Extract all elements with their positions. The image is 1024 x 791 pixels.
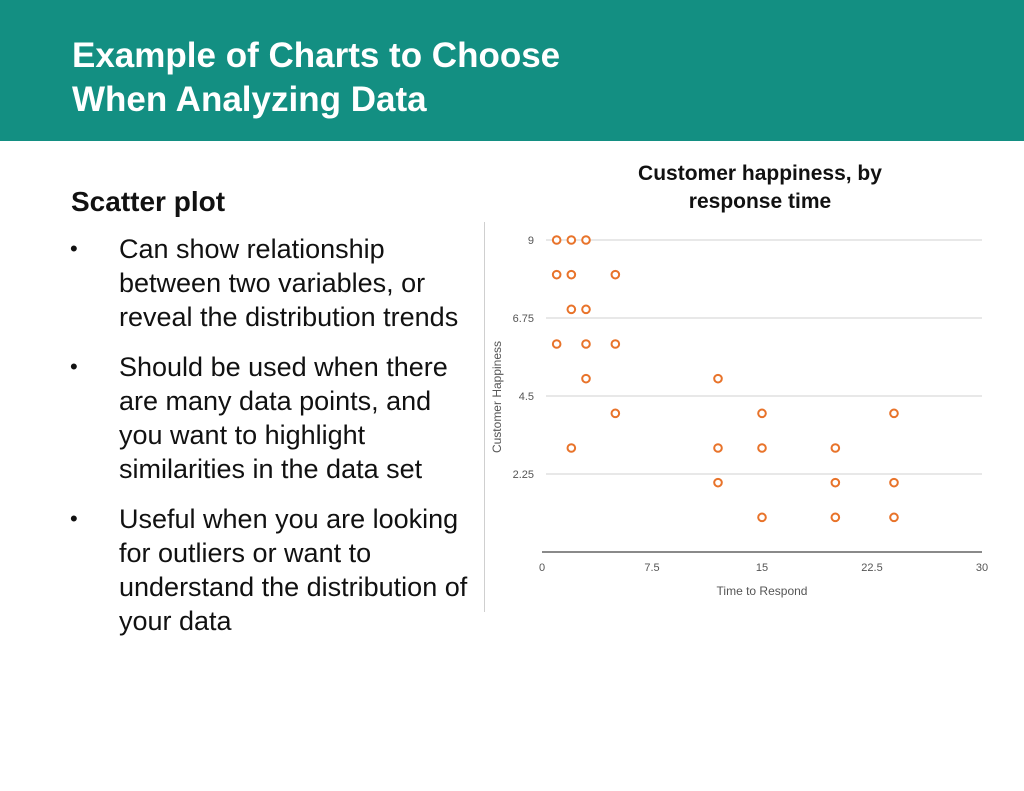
x-tick-label: 15 bbox=[756, 562, 768, 574]
bullet-item: • Should be used when there are many dat… bbox=[70, 350, 470, 486]
data-point bbox=[581, 339, 591, 349]
data-point bbox=[551, 269, 562, 280]
data-point bbox=[581, 373, 591, 384]
data-point bbox=[757, 443, 767, 453]
data-point bbox=[551, 339, 562, 349]
chart-title-line-2: response time bbox=[688, 190, 832, 213]
y-axis-label: Customer Happiness bbox=[490, 341, 504, 453]
data-point bbox=[610, 408, 621, 419]
data-point bbox=[551, 235, 562, 245]
data-point bbox=[581, 235, 591, 245]
chart-title-line-1: Customer happiness, by bbox=[638, 162, 882, 185]
y-tick-label: 2.25 bbox=[513, 469, 534, 481]
y-tick-label: 9 bbox=[528, 235, 534, 247]
data-point bbox=[830, 443, 841, 453]
data-point bbox=[713, 443, 723, 453]
data-point bbox=[610, 269, 621, 280]
y-tick-labels: 2.25 4.5 6.75 9 bbox=[513, 235, 534, 481]
data-point bbox=[713, 477, 723, 488]
data-point bbox=[889, 408, 899, 419]
data-point bbox=[566, 443, 577, 453]
grid-lines bbox=[546, 239, 982, 475]
bullet-list: • Can show relationship between two vari… bbox=[70, 232, 470, 654]
data-point bbox=[830, 477, 841, 488]
data-point bbox=[581, 304, 591, 315]
data-points bbox=[551, 235, 899, 523]
vertical-divider bbox=[484, 222, 485, 612]
x-tick-label: 7.5 bbox=[644, 562, 659, 574]
bullet-marker: • bbox=[70, 506, 78, 531]
data-point bbox=[889, 477, 899, 488]
page-title: Example of Charts to Choose When Analyzi… bbox=[72, 34, 560, 122]
data-point bbox=[566, 235, 577, 245]
x-tick-label: 22.5 bbox=[861, 562, 882, 574]
data-point bbox=[889, 512, 899, 523]
x-tick-label: 0 bbox=[539, 562, 545, 574]
data-point bbox=[757, 408, 767, 419]
bullet-text: Should be used when there are many data … bbox=[119, 352, 448, 484]
y-tick-label: 4.5 bbox=[519, 391, 534, 403]
bullet-marker: • bbox=[70, 236, 78, 261]
title-line-1: Example of Charts to Choose bbox=[72, 36, 561, 75]
x-tick-labels: 0 7.5 15 22.5 30 bbox=[539, 562, 988, 574]
x-axis-label: Time to Respond bbox=[717, 584, 808, 598]
bullet-item: • Can show relationship between two vari… bbox=[70, 232, 470, 334]
scatter-chart: 2.25 4.5 6.75 9 0 7.5 15 22.5 30 Time to Respon… bbox=[490, 235, 988, 598]
bullet-item: • Useful when you are looking for outlie… bbox=[70, 502, 470, 638]
data-point bbox=[830, 512, 841, 523]
data-point bbox=[566, 269, 577, 280]
bullet-text: Can show relationship between two variab… bbox=[119, 234, 459, 332]
header-banner: Example of Charts to Choose When Analyzi… bbox=[0, 0, 1024, 141]
bullet-text: Useful when you are looking for outliers… bbox=[119, 504, 468, 636]
y-tick-label: 6.75 bbox=[513, 313, 534, 325]
data-point bbox=[713, 373, 723, 384]
bullet-marker: • bbox=[70, 354, 78, 379]
section-heading: Scatter plot bbox=[71, 186, 226, 217]
title-line-2: When Analyzing Data bbox=[72, 80, 427, 119]
data-point bbox=[566, 304, 577, 315]
chart-title: Customer happiness, by response time bbox=[610, 160, 910, 216]
data-point bbox=[757, 512, 767, 523]
data-point bbox=[610, 339, 621, 349]
x-tick-label: 30 bbox=[976, 562, 988, 574]
